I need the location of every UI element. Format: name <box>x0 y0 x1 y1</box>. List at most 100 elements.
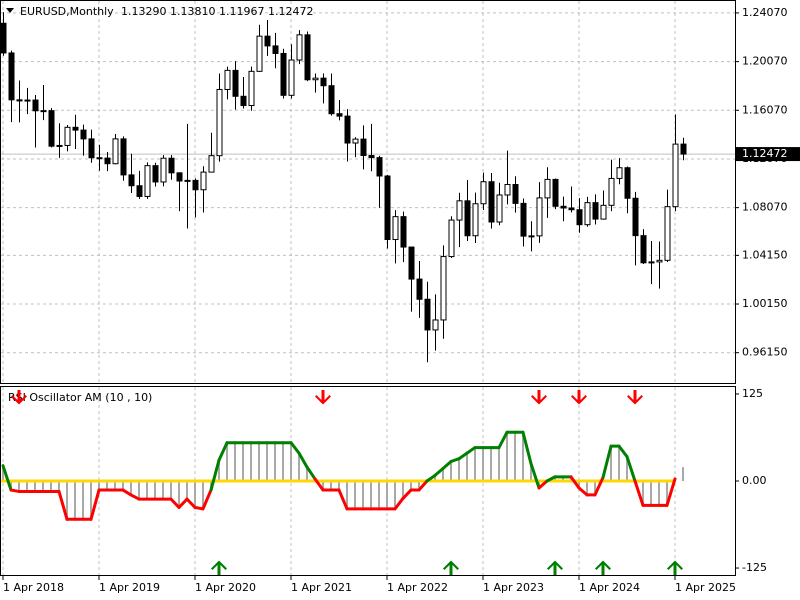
oscillator-line <box>425 473 437 483</box>
candle-body <box>96 157 103 160</box>
oscillator-line <box>177 497 189 509</box>
candle-body <box>24 99 31 102</box>
candle-body <box>296 34 303 61</box>
oscillator-line <box>441 460 453 470</box>
oscillator-line <box>169 497 181 509</box>
buy-arrow <box>211 560 227 575</box>
y-tick-label: 1.24070 <box>742 6 788 19</box>
candle-body <box>392 216 399 241</box>
oscillator-line <box>297 451 309 469</box>
oscillator-line <box>305 465 317 481</box>
candle-body <box>536 197 543 237</box>
candle-body <box>64 126 71 146</box>
candle-body <box>16 99 23 102</box>
y-tick-label: -125 <box>742 561 767 574</box>
candle-body <box>384 175 391 241</box>
oscillator-line <box>201 488 213 511</box>
sell-arrow <box>315 390 331 405</box>
oscillator-line <box>601 444 613 480</box>
oscillator-line <box>617 444 629 459</box>
candle-body <box>304 34 311 81</box>
candle-body <box>568 207 575 211</box>
candle-body <box>416 278 423 300</box>
candle-body <box>216 88 223 157</box>
candle-body <box>576 209 583 226</box>
y-tick-label: 1.16070 <box>742 103 788 116</box>
oscillator-line <box>521 430 533 466</box>
candle-body <box>680 143 687 155</box>
candle-body <box>32 99 39 112</box>
candle-body <box>128 174 135 187</box>
x-tick-label: 1 Apr 2018 <box>3 581 64 594</box>
candle-body <box>320 77 327 87</box>
buy-arrow <box>547 560 563 575</box>
candle-body <box>248 70 255 107</box>
oscillator-line <box>593 476 605 497</box>
candle-body <box>232 69 239 97</box>
candle-body <box>464 200 471 237</box>
candle-body <box>672 143 679 208</box>
candle-body <box>176 172 183 182</box>
x-tick-label: 1 Apr 2023 <box>483 581 544 594</box>
candle-body <box>160 157 167 183</box>
sell-arrow <box>531 390 547 405</box>
candle-body <box>448 219 455 258</box>
x-tick-label: 1 Apr 2020 <box>195 581 256 594</box>
oscillator-line <box>393 496 405 511</box>
oscillator-line <box>129 493 141 501</box>
y-tick-label: 1.00150 <box>742 297 788 310</box>
candle-body <box>200 171 207 191</box>
candle-body <box>280 52 287 96</box>
oscillator-line <box>289 441 301 455</box>
candle-body <box>80 129 87 140</box>
oscillator-line <box>89 488 101 521</box>
y-tick-label: 1.20070 <box>742 55 788 68</box>
menu-triangle[interactable] <box>6 8 14 13</box>
candle-body <box>56 144 63 147</box>
candle-body <box>264 35 271 47</box>
oscillator-line <box>465 446 477 455</box>
oscillator-line <box>497 430 509 450</box>
oscillator-line <box>185 497 197 509</box>
candle-body <box>168 157 175 174</box>
y-tick-label: 1.08070 <box>742 201 788 214</box>
oscillator-line <box>665 477 677 507</box>
indicator-title: RSI Oscillator AM (10 , 10) <box>8 391 152 404</box>
candle-body <box>40 110 47 113</box>
oscillator-line <box>217 441 229 462</box>
y-tick-label: 0.96150 <box>742 346 788 359</box>
oscillator-line <box>121 488 133 497</box>
oscillator-line <box>57 489 69 521</box>
oscillator-line <box>337 488 349 511</box>
candle-body <box>152 165 159 183</box>
x-tick-label: 1 Apr 2025 <box>675 581 736 594</box>
y-tick-label: 0.00 <box>742 474 767 487</box>
oscillator-line <box>569 475 581 490</box>
candle-body <box>520 202 527 237</box>
oscillator-line <box>545 475 557 483</box>
candle-body <box>656 259 663 263</box>
candle-body <box>512 184 519 204</box>
oscillator-line <box>633 479 645 507</box>
oscillator-line <box>457 451 469 461</box>
candle-body <box>624 167 631 199</box>
candle-body <box>648 261 655 264</box>
candle-body <box>488 181 495 223</box>
candle-body <box>224 69 231 90</box>
candle-body <box>408 246 415 280</box>
candle-body <box>208 155 215 173</box>
candle-body <box>136 185 143 197</box>
candle-body <box>424 298 431 331</box>
oscillator-line <box>537 479 549 490</box>
candle-body <box>440 256 447 321</box>
candle-body <box>608 177 615 206</box>
oscillator-line <box>577 486 589 497</box>
candle-body <box>472 203 479 237</box>
oscillator-line <box>401 488 413 500</box>
candle-body <box>504 184 511 196</box>
candle-body <box>496 194 503 223</box>
sell-arrow <box>11 390 27 405</box>
candle-body <box>184 179 191 182</box>
candle-body <box>480 181 487 205</box>
oscillator-line <box>209 458 221 492</box>
